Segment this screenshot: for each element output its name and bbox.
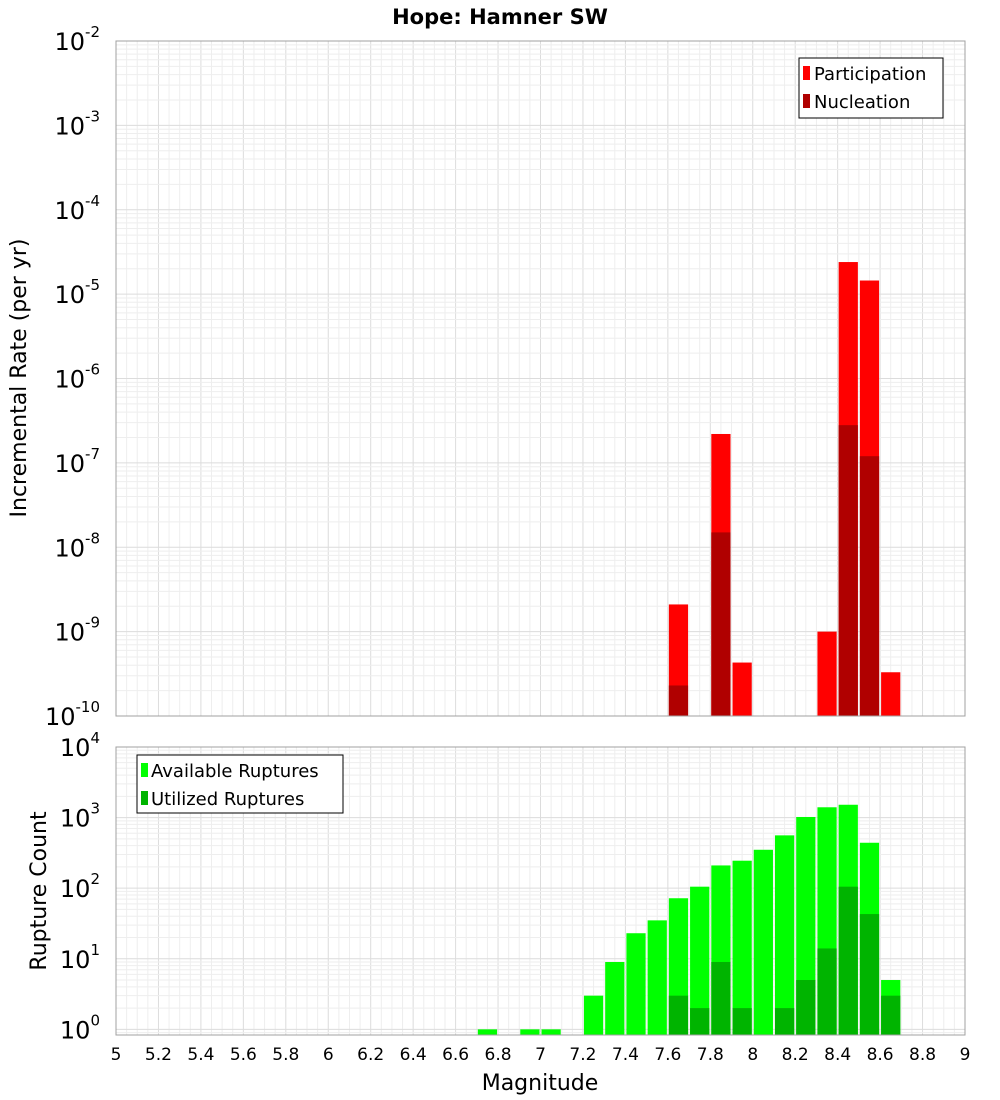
count-bar-available-ruptures-0 bbox=[477, 1029, 498, 1035]
count-bar-available-ruptures-2 bbox=[541, 1029, 561, 1035]
count-y-tick-label: 103 bbox=[60, 800, 100, 833]
x-tick-label: 5 bbox=[111, 1045, 122, 1065]
count-bar-available-ruptures-8 bbox=[690, 886, 710, 1035]
rate-y-tick-label: 10-10 bbox=[45, 698, 100, 731]
x-tick-label: 6.8 bbox=[485, 1045, 512, 1065]
count-bar-available-ruptures-1 bbox=[520, 1029, 540, 1035]
count-panel-frame bbox=[115, 746, 966, 1036]
count-bar-utilized-ruptures-2 bbox=[711, 961, 731, 1035]
count-bar-utilized-ruptures-1 bbox=[690, 1008, 710, 1035]
x-tick-label: 6.2 bbox=[357, 1045, 384, 1065]
count-bar-available-ruptures-11 bbox=[753, 849, 773, 1035]
legend-label-available: Available Ruptures bbox=[151, 761, 319, 782]
rate-panel: 10-10 10-9 10-8 10-7 10-6 10-5 10-4 10-3 10-2 In… bbox=[7, 23, 966, 731]
legend-label-participation: Participation bbox=[814, 64, 926, 85]
rate-panel-frame bbox=[115, 40, 966, 717]
rate-y-tick-label: 10-9 bbox=[54, 614, 100, 647]
count-bar-utilized-ruptures-8 bbox=[859, 914, 880, 1035]
x-tick-label: 5.6 bbox=[230, 1045, 257, 1065]
count-bar-utilized-ruptures-6 bbox=[817, 948, 837, 1035]
count-y-tick-label: 100 bbox=[60, 1011, 100, 1044]
count-bar-available-ruptures-6 bbox=[647, 920, 667, 1035]
rate-bar-participation-2 bbox=[732, 662, 752, 716]
rate-bar-nucleation-1 bbox=[711, 532, 731, 716]
count-bar-utilized-ruptures-4 bbox=[774, 1008, 795, 1035]
x-tick-label: 6.6 bbox=[442, 1045, 469, 1065]
count-bar-utilized-ruptures-3 bbox=[732, 1008, 752, 1035]
count-legend: Available Ruptures Utilized Ruptures bbox=[136, 754, 344, 814]
x-tick-label: 6 bbox=[323, 1045, 334, 1065]
rate-y-tick-label: 10-3 bbox=[54, 107, 100, 140]
rate-legend: Participation Nucleation bbox=[798, 57, 944, 119]
count-bar-utilized-ruptures-0 bbox=[668, 995, 689, 1035]
count-y-tick-label: 104 bbox=[60, 729, 100, 762]
count-y-tick-label: 101 bbox=[60, 941, 100, 974]
x-tick-label: 7.2 bbox=[569, 1045, 596, 1065]
count-bar-available-ruptures-3 bbox=[583, 995, 604, 1035]
rate-bar-participation-3 bbox=[817, 631, 837, 716]
count-bar-utilized-ruptures-5 bbox=[796, 980, 816, 1035]
x-tick-label: 7.4 bbox=[612, 1045, 639, 1065]
rate-y-tick-label: 10-5 bbox=[54, 276, 100, 309]
x-tick-label: 8.6 bbox=[867, 1045, 894, 1065]
count-bar-available-ruptures-4 bbox=[605, 961, 625, 1035]
x-tick-label: 5.4 bbox=[187, 1045, 214, 1065]
x-tick-label: 5.8 bbox=[272, 1045, 299, 1065]
count-bar-utilized-ruptures-7 bbox=[838, 886, 858, 1035]
legend-swatch-nucleation bbox=[803, 94, 810, 108]
x-tick-label: 8.8 bbox=[909, 1045, 936, 1065]
legend-swatch-utilized bbox=[141, 791, 148, 805]
legend-label-nucleation: Nucleation bbox=[814, 92, 910, 113]
x-tick-label: 8.4 bbox=[824, 1045, 851, 1065]
count-bar-utilized-ruptures-9 bbox=[881, 995, 901, 1035]
rate-bar-nucleation-2 bbox=[838, 425, 858, 716]
count-panel: 100 101 102 103 104 Rupture Count Available … bbox=[27, 729, 966, 1044]
x-tick-label: 8.2 bbox=[782, 1045, 809, 1065]
count-bar-available-ruptures-5 bbox=[626, 933, 646, 1035]
rate-bar-nucleation-3 bbox=[859, 456, 880, 716]
x-tick-label: 7.8 bbox=[697, 1045, 724, 1065]
x-tick-label: 8 bbox=[747, 1045, 758, 1065]
rate-y-tick-label: 10-7 bbox=[54, 445, 100, 478]
x-tick-label: 7 bbox=[535, 1045, 546, 1065]
x-axis-ticks: 5 5.2 5.4 5.6 5.8 6 6.2 6.4 6.6 6.8 7 7.2 7.4 7.6 7.8 8… bbox=[111, 1045, 971, 1065]
x-tick-label: 5.2 bbox=[145, 1045, 172, 1065]
count-y-axis-label: Rupture Count bbox=[27, 811, 52, 971]
rate-y-tick-label: 10-6 bbox=[54, 361, 100, 394]
rate-y-tick-label: 10-8 bbox=[54, 529, 100, 562]
x-tick-label: 9 bbox=[960, 1045, 971, 1065]
x-tick-label: 7.6 bbox=[654, 1045, 681, 1065]
count-bar-available-ruptures-12 bbox=[774, 835, 795, 1035]
legend-swatch-available bbox=[141, 763, 148, 777]
legend-swatch-participation bbox=[803, 66, 810, 80]
x-axis-label: Magnitude bbox=[482, 1071, 599, 1096]
rate-bar-nucleation-0 bbox=[668, 685, 689, 716]
x-tick-label: 6.4 bbox=[400, 1045, 427, 1065]
legend-label-utilized: Utilized Ruptures bbox=[151, 789, 304, 810]
chart-title: Hope: Hamner SW bbox=[392, 5, 608, 29]
rate-y-tick-label: 10-4 bbox=[54, 192, 100, 225]
rate-bar-participation-6 bbox=[881, 672, 901, 716]
rate-y-tick-label: 10-2 bbox=[54, 23, 100, 56]
count-y-tick-label: 102 bbox=[60, 870, 100, 903]
rate-y-axis-label: Incremental Rate (per yr) bbox=[7, 239, 32, 518]
count-bar-available-ruptures-10 bbox=[732, 860, 752, 1035]
